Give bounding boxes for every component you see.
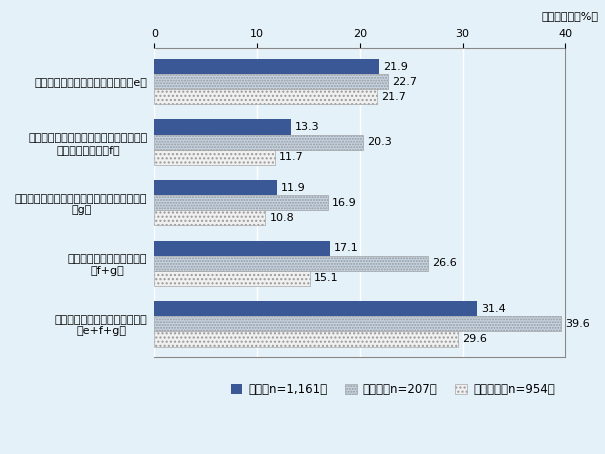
Bar	[154, 195, 328, 210]
Text: 22.7: 22.7	[391, 77, 417, 87]
Text: 17.1: 17.1	[334, 243, 359, 253]
Text: 11.9: 11.9	[281, 183, 306, 192]
Text: 21.7: 21.7	[381, 92, 407, 102]
Bar	[154, 241, 330, 256]
Bar	[154, 150, 275, 165]
Bar	[154, 331, 459, 346]
Text: 20.3: 20.3	[367, 137, 392, 147]
Bar	[154, 256, 428, 271]
Text: （複数回答、%）: （複数回答、%）	[542, 11, 599, 21]
Bar	[154, 119, 291, 135]
Text: 13.3: 13.3	[295, 122, 320, 132]
Text: 26.6: 26.6	[432, 258, 457, 268]
Text: 16.9: 16.9	[332, 198, 357, 208]
Text: 15.1: 15.1	[313, 273, 338, 283]
Text: 39.6: 39.6	[565, 319, 590, 329]
Text: 29.6: 29.6	[463, 334, 488, 344]
Bar	[154, 180, 276, 195]
Text: 31.4: 31.4	[481, 304, 506, 314]
Bar	[154, 59, 379, 74]
Text: 11.7: 11.7	[279, 153, 304, 163]
Legend: 全体（n=1,161）, 大企業（n=207）, 中小企業（n=954）: 全体（n=1,161）, 大企業（n=207）, 中小企業（n=954）	[226, 378, 560, 401]
Bar	[154, 301, 477, 316]
Bar	[154, 135, 363, 150]
Bar	[154, 210, 266, 226]
Bar	[154, 271, 310, 286]
Bar	[154, 89, 378, 104]
Bar	[154, 316, 561, 331]
Bar	[154, 74, 388, 89]
Text: 21.9: 21.9	[384, 61, 408, 72]
Text: 10.8: 10.8	[269, 213, 294, 223]
